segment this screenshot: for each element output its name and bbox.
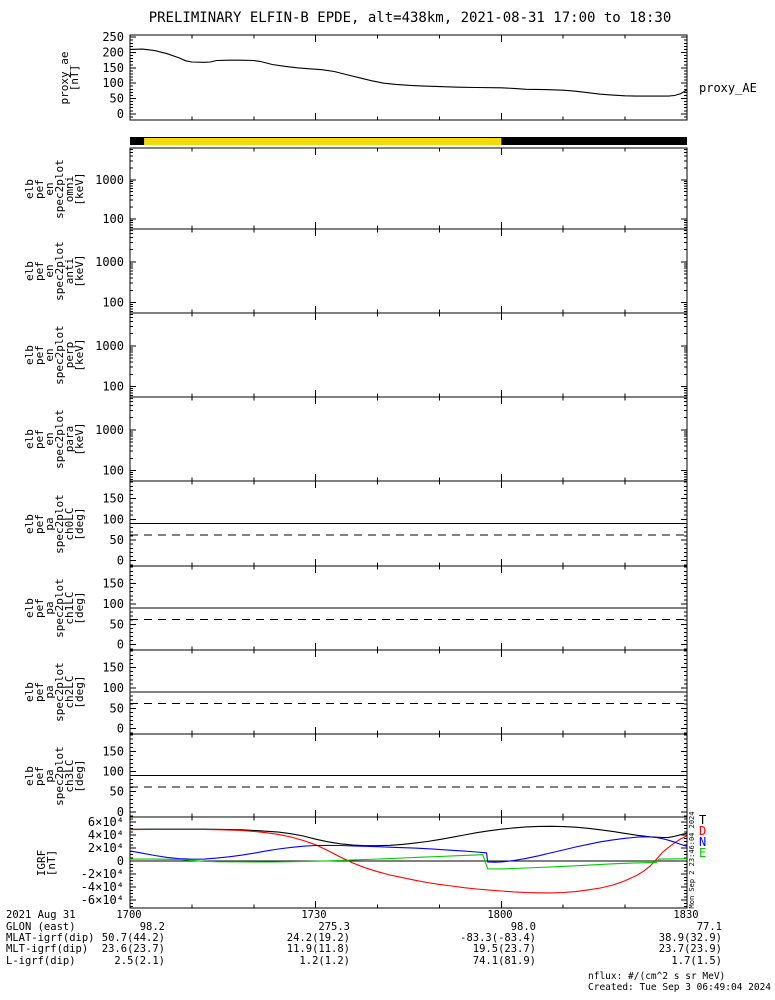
panel-en_anti: 100 1000 (95, 228, 688, 314)
table-cell: 275.3 (318, 921, 350, 933)
ytick-label: 100 (102, 76, 124, 90)
table-cell: 19.5(23.7) (472, 943, 536, 955)
series-D (129, 828, 688, 894)
time-tick-label: 1730 (301, 909, 327, 921)
bar-segment (144, 138, 502, 145)
panel-en_omni: 100 1000 (95, 147, 688, 230)
table-cell: 1.2(1.2) (299, 955, 350, 967)
ytick-label: 100 (102, 512, 124, 526)
date-label: 2021 Aug 31 (6, 909, 76, 921)
table-row-label: L-igrf(dip) (6, 955, 76, 967)
panel-pa_ch3lc: 0 50 100 150 (102, 733, 688, 819)
time-tick-label: 1700 (116, 909, 142, 921)
ytick-label: 50 (110, 617, 124, 631)
table-cell: 11.9(11.8) (286, 943, 350, 955)
table-cell: 23.6(23.7) (101, 943, 165, 955)
legend-entry-N: N (699, 835, 707, 849)
proxy-ae-right-label: proxy_AE (699, 81, 757, 95)
series-N (129, 836, 688, 863)
series-E (130, 854, 688, 870)
ytick-label: 200 (102, 45, 124, 59)
ytick-label: 100 (102, 379, 124, 393)
ytick-label: 2×10⁴ (88, 841, 124, 855)
ytick-label: 100 (102, 463, 124, 477)
ytick-label: 150 (102, 492, 124, 506)
ytick-label: 4×10⁴ (88, 828, 124, 842)
panel-en_perp: 100 1000 (95, 312, 688, 398)
ytick-label: 150 (102, 661, 124, 675)
ytick-label: 50 (110, 701, 124, 715)
ytick-label: 100 (102, 212, 124, 226)
table-cell: 50.7(44.2) (101, 932, 165, 944)
table-cell: 23.7(23.9) (658, 943, 722, 955)
ytick-label: -2×10⁴ (81, 867, 124, 881)
ytick-label: 150 (102, 744, 124, 758)
table-cell: 74.1(81.9) (472, 955, 536, 967)
table-cell: 1.7(1.5) (671, 955, 722, 967)
legend-entry-E: E (699, 846, 707, 860)
ytick-label: 0 (117, 854, 124, 868)
ytick-label: 0 (117, 638, 124, 652)
table-cell: 98.0 (510, 921, 536, 933)
ytick-label: 50 (110, 533, 124, 547)
nflux-units-note: nflux: #/(cm^2 s sr MeV) (588, 971, 726, 982)
table-row-label: MLAT-igrf(dip) (6, 932, 95, 944)
ytick-label: 100 (102, 681, 124, 695)
panel-pa_ch1lc: 0 50 100 150 (102, 565, 688, 652)
ytick-label: 250 (102, 30, 124, 44)
table-row-label: GLON (east) (6, 921, 76, 933)
ytick-label: 1000 (95, 423, 124, 437)
table-cell: 98.2 (139, 921, 165, 933)
table-cell: 24.2(19.2) (286, 932, 350, 944)
ytick-label: -6×10⁴ (81, 893, 124, 907)
bar-segment (501, 138, 687, 145)
ytick-label: 0 (117, 107, 124, 121)
ylabel-igrf: IGRF [nT] (35, 849, 58, 876)
legend-entry-T: T (699, 813, 707, 827)
ylabel-proxy_ae: proxy_ae [nT] (58, 51, 81, 104)
ytick-label: 6×10⁴ (88, 815, 124, 829)
table-row-label: MLT-igrf(dip) (6, 943, 89, 955)
panel-en_para: 100 1000 (95, 396, 688, 482)
ytick-label: 50 (110, 92, 124, 106)
table-cell: 77.1 (696, 921, 722, 933)
series-proxy_AE (129, 48, 688, 97)
table-cell: 38.9(32.9) (658, 932, 722, 944)
series-T (129, 825, 688, 847)
ytick-label: 100 (102, 597, 124, 611)
ytick-label: 0 (117, 554, 124, 568)
sunlight-attitude-bar (130, 137, 687, 145)
ytick-label: 150 (102, 577, 124, 591)
time-tick-label: 1800 (487, 909, 513, 921)
ytick-label: 1000 (95, 255, 124, 269)
time-tick-label: 1830 (673, 909, 699, 921)
ytick-label: 1000 (95, 173, 124, 187)
ytick-label: 100 (102, 295, 124, 309)
table-cell: -83.3(-83.4) (460, 932, 536, 944)
panel-pa_ch0lc: 0 50 100 150 (102, 480, 688, 568)
bar-segment (130, 138, 145, 145)
ytick-label: 0 (117, 722, 124, 736)
render-timestamp-vertical: Mon Sep 2 23:46:04 2024 (688, 811, 696, 909)
created-note: Created: Tue Sep 3 06:49:04 2024 (588, 982, 772, 993)
ytick-label: -4×10⁴ (81, 880, 124, 894)
ytick-label: 1000 (95, 339, 124, 353)
ytick-label: 0 (117, 805, 124, 819)
ytick-label: 100 (102, 764, 124, 778)
panel-pa_ch2lc: 0 50 100 150 (102, 649, 688, 736)
table-cell: 2.5(2.1) (114, 955, 165, 967)
page-title: PRELIMINARY ELFIN-B EPDE, alt=438km, 202… (148, 10, 672, 26)
legend-entry-D: D (699, 824, 707, 838)
ytick-label: 150 (102, 61, 124, 75)
ytick-label: 50 (110, 785, 124, 799)
